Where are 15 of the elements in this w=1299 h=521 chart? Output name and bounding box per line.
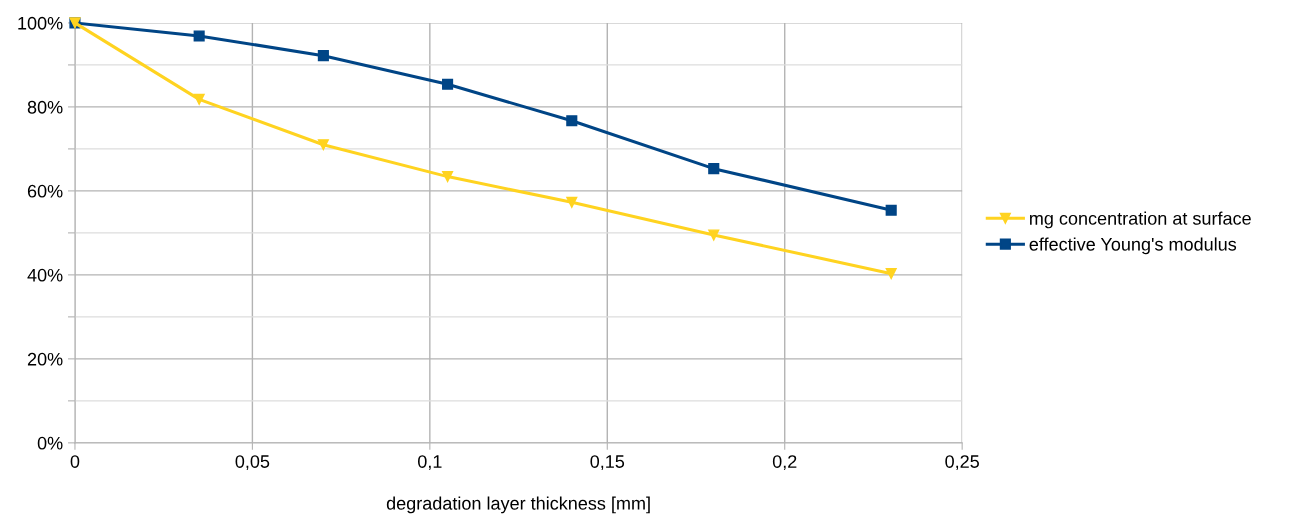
y-tick-label: 20%: [27, 352, 63, 366]
y-tick-label: 100%: [18, 16, 63, 30]
y-tick-label: 40%: [27, 268, 63, 282]
x-tick-label: 0,2: [772, 455, 797, 471]
x-tick-label: 0,15: [590, 455, 625, 471]
x-tick-label: 0,05: [235, 455, 270, 471]
y-tick-label: 60%: [27, 184, 63, 198]
y-tick-label: 0%: [37, 436, 63, 450]
x-axis-title: degradation layer thickness [mm]: [386, 496, 650, 514]
y-tick-label: 80%: [27, 100, 63, 114]
x-tick-label: 0: [70, 455, 80, 468]
legend-label: effective Young's modulus: [1029, 237, 1237, 255]
x-tick-label: 0,25: [945, 455, 979, 471]
legend-label: mg concentration at surface: [1030, 211, 1251, 229]
x-tick-label: 0,1: [418, 455, 442, 471]
